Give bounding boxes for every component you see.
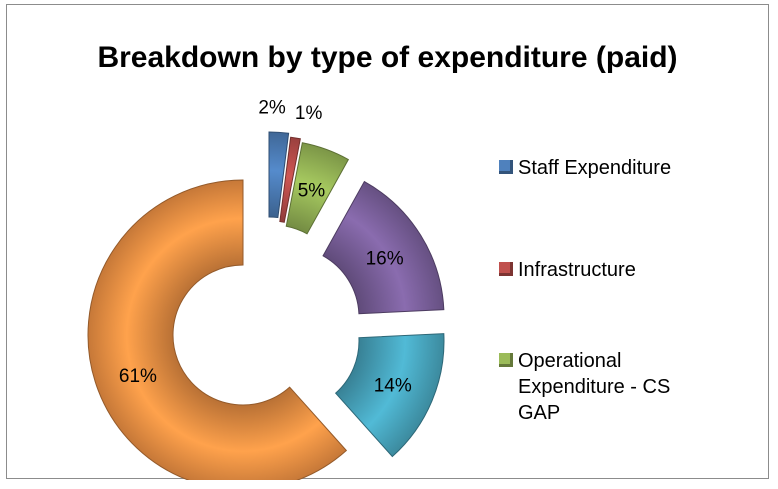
slice-label: 14% — [374, 375, 412, 396]
legend-label: Infrastructure — [518, 259, 636, 281]
slice-label: 5% — [298, 180, 326, 201]
slice-label: 61% — [119, 366, 157, 387]
slice-1pct — [279, 136, 301, 223]
chart-title: Breakdown by type of expenditure (paid) — [97, 41, 678, 74]
slice-14pct — [334, 333, 445, 458]
legend-swatch — [499, 160, 513, 174]
chart-frame: Breakdown by type of expenditure (paid) … — [6, 4, 769, 480]
slice-labels-group: 2% 1% 5% 16% 14% 61% — [119, 97, 412, 396]
legend-swatch — [499, 262, 513, 276]
legend-label: Staff Expenditure — [518, 157, 672, 179]
doughnut-chart: 2% 1% 5% 16% 14% 61% — [87, 97, 445, 480]
slice-16pct — [322, 180, 445, 315]
slice-label: 2% — [258, 97, 286, 118]
legend-item-infrastructure: Infrastructure — [499, 257, 748, 283]
legend-item-staff: Staff Expenditure — [499, 155, 748, 181]
slice-5pct — [285, 142, 350, 235]
slice-61pct — [87, 179, 348, 480]
slices-group — [87, 131, 445, 480]
slice-label: 1% — [295, 103, 323, 124]
legend-label: Operational Expenditure - CS GAP — [518, 350, 671, 424]
slice-label: 16% — [366, 249, 404, 270]
slice-2pct — [268, 131, 290, 219]
legend-swatch — [499, 353, 513, 367]
legend-item-operational: Operational Expenditure - CS GAP — [499, 348, 718, 426]
